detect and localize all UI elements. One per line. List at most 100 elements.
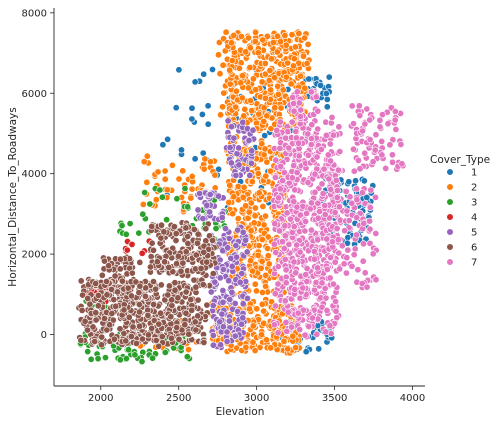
data-point (235, 161, 243, 169)
data-point (239, 193, 247, 201)
data-point (282, 73, 290, 81)
data-point (274, 329, 282, 337)
data-point (174, 294, 182, 302)
series-5 (194, 117, 258, 351)
data-point (321, 284, 329, 292)
data-point (384, 120, 392, 128)
data-point (257, 264, 265, 272)
data-point (326, 274, 334, 282)
data-point (388, 151, 396, 159)
data-point (323, 265, 331, 273)
data-point (284, 345, 292, 353)
data-point (321, 202, 329, 210)
data-point (353, 214, 361, 222)
data-point (356, 165, 364, 173)
data-point (329, 280, 337, 288)
data-point (359, 257, 367, 265)
data-point (376, 123, 384, 131)
data-point (261, 212, 269, 220)
data-point (289, 93, 297, 101)
data-point (323, 235, 331, 243)
data-point (188, 104, 196, 112)
data-point (226, 295, 234, 303)
data-point (353, 185, 361, 193)
data-point (271, 302, 279, 310)
data-point (254, 251, 262, 259)
data-point (182, 288, 190, 296)
data-point (340, 260, 348, 268)
data-point (273, 126, 281, 134)
data-point (173, 195, 181, 203)
data-point (179, 259, 187, 267)
data-point (105, 262, 113, 270)
data-point (185, 330, 193, 338)
data-point (333, 194, 341, 202)
data-point (372, 276, 380, 284)
data-point (363, 105, 371, 113)
data-point (237, 79, 245, 87)
data-point (192, 283, 200, 291)
data-point (222, 28, 230, 36)
data-point (122, 355, 130, 363)
data-point (296, 113, 304, 121)
data-point (225, 317, 233, 325)
data-point (98, 333, 106, 341)
data-point (143, 152, 151, 160)
data-point (231, 299, 239, 307)
data-point (207, 288, 215, 296)
data-point (343, 254, 351, 262)
data-point (182, 248, 190, 256)
data-point (165, 282, 173, 290)
data-point (342, 188, 350, 196)
legend-label: 5 (471, 228, 477, 239)
data-point (294, 309, 302, 317)
data-point (267, 344, 275, 352)
data-point (322, 131, 330, 139)
data-point (282, 41, 290, 49)
data-point (199, 281, 207, 289)
data-point (175, 175, 183, 183)
data-point (301, 331, 309, 339)
data-point (199, 215, 207, 223)
data-point (94, 291, 102, 299)
data-point (296, 72, 304, 80)
data-point (164, 291, 172, 299)
data-point (211, 171, 219, 179)
data-point (248, 107, 256, 115)
legend-label: 3 (471, 198, 477, 209)
data-point (106, 321, 114, 329)
data-point (307, 135, 315, 143)
data-point (156, 186, 164, 194)
data-point (363, 283, 371, 291)
data-point (209, 66, 217, 74)
data-point (161, 175, 169, 183)
data-point (290, 223, 298, 231)
data-point (233, 253, 241, 261)
data-point (290, 55, 298, 63)
data-point (194, 239, 202, 247)
legend-label: 4 (471, 213, 477, 224)
data-point (229, 210, 237, 218)
data-point (147, 263, 155, 271)
data-point (175, 66, 183, 74)
data-point (188, 115, 196, 123)
data-point (281, 297, 289, 305)
data-point (238, 269, 246, 277)
data-point (249, 322, 257, 330)
data-point (285, 240, 293, 248)
data-point (136, 308, 144, 316)
data-point (314, 214, 322, 222)
data-point (194, 230, 202, 238)
data-point (84, 326, 92, 334)
data-point (191, 318, 199, 326)
data-point (206, 208, 214, 216)
data-point (211, 278, 219, 286)
data-point (277, 104, 285, 112)
data-point (282, 134, 290, 142)
data-point (183, 353, 191, 361)
data-point (242, 202, 250, 210)
legend-marker (446, 243, 454, 251)
data-point (311, 188, 319, 196)
data-point (293, 241, 301, 249)
data-point (196, 190, 204, 198)
